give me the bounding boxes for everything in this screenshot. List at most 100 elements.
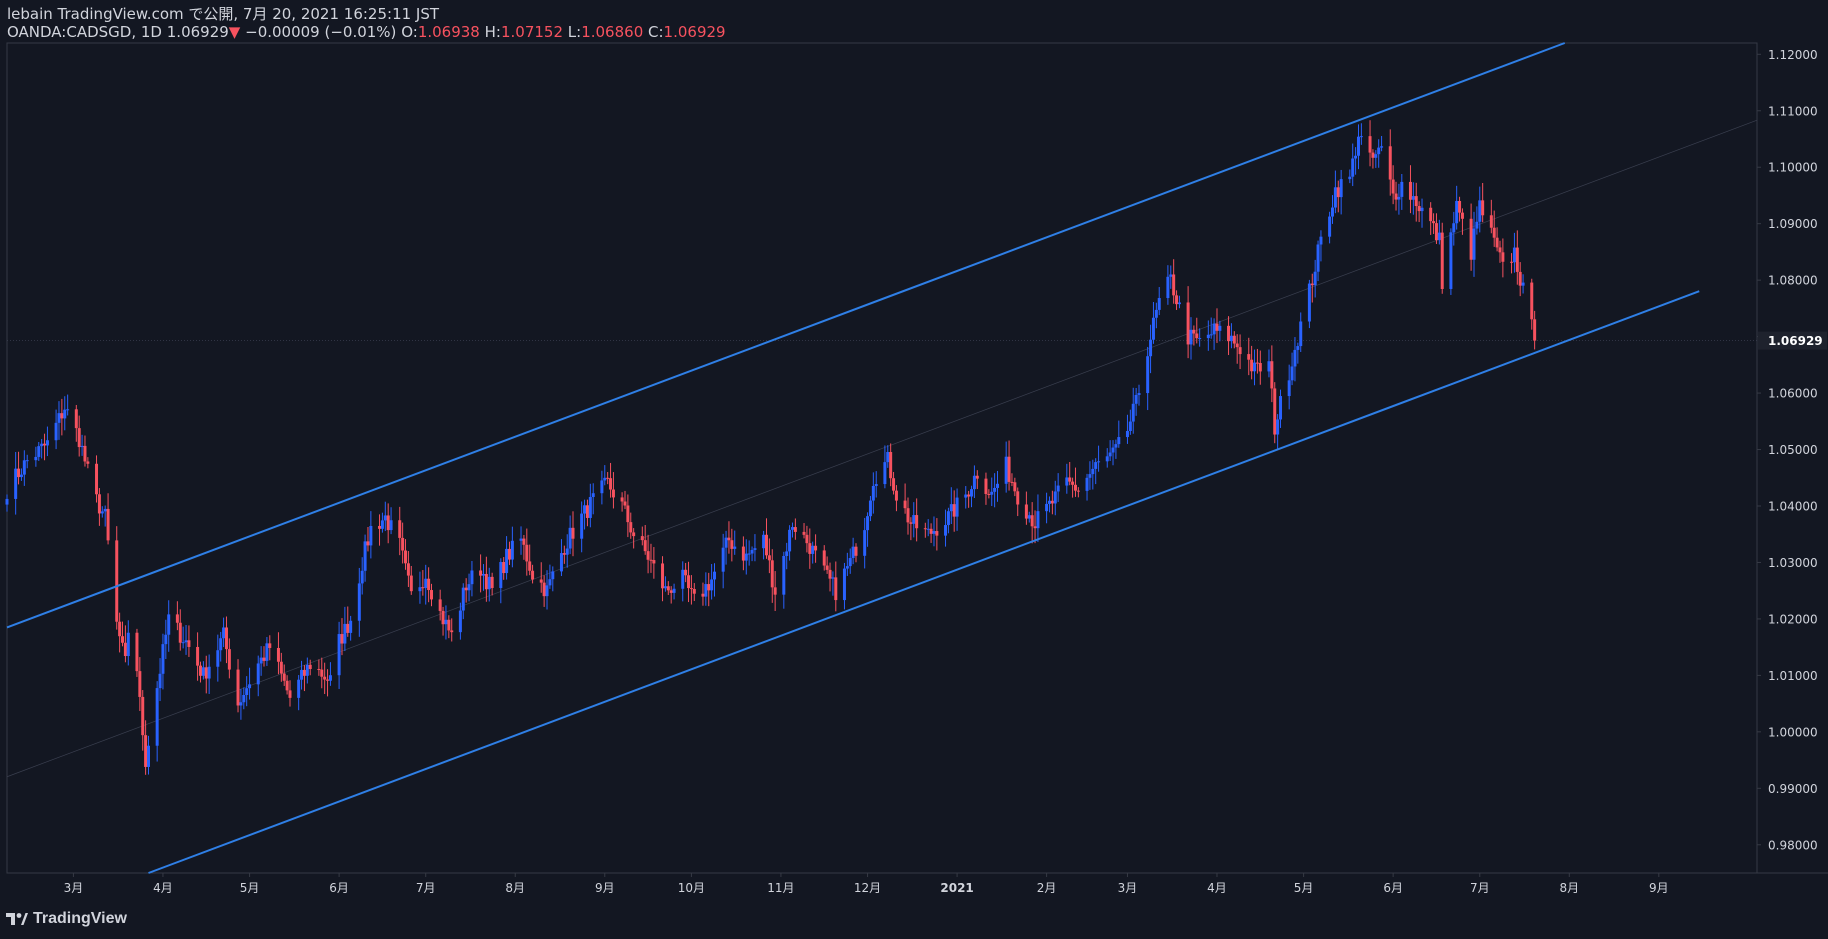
candle-body xyxy=(1512,247,1516,263)
candle-body xyxy=(438,599,442,611)
candle-body xyxy=(1400,181,1404,197)
candle-body xyxy=(1114,444,1118,448)
candle-body xyxy=(201,667,205,676)
candle-body xyxy=(672,588,676,593)
price-tick-label: 1.00000 xyxy=(1768,725,1818,739)
candle-body xyxy=(531,570,535,580)
candle-body xyxy=(1117,437,1121,445)
price-axis[interactable]: 1.120001.110001.100001.090001.080001.070… xyxy=(1757,48,1827,852)
candle-body xyxy=(1108,452,1112,457)
candle-body xyxy=(770,560,774,588)
candle-body xyxy=(285,680,289,691)
candle-body xyxy=(340,634,344,644)
candle-body xyxy=(389,520,393,531)
parallel-channel[interactable] xyxy=(6,42,1700,874)
candle-body xyxy=(1175,295,1179,305)
candle-body xyxy=(1218,325,1222,331)
open-value: 1.06938 xyxy=(417,23,480,41)
candle-body xyxy=(161,644,165,674)
candle-body xyxy=(135,632,139,672)
plot-frame xyxy=(6,42,1758,874)
candle-body xyxy=(1414,196,1418,207)
candle-body xyxy=(219,638,223,651)
candle-body xyxy=(424,578,428,588)
price-tick-label: 1.09000 xyxy=(1768,217,1818,231)
candle-body xyxy=(360,570,364,584)
candle-body xyxy=(1368,136,1372,153)
candle-body xyxy=(115,540,119,622)
candle-body xyxy=(276,647,280,662)
candle-body xyxy=(1354,155,1358,159)
candle-body xyxy=(1501,252,1505,262)
candle-body xyxy=(848,558,852,567)
candle-body xyxy=(268,643,272,648)
candle-body xyxy=(106,508,110,541)
candle-body xyxy=(661,563,665,589)
candle-body xyxy=(398,520,402,538)
candle-body xyxy=(1177,302,1181,305)
candle-body xyxy=(753,548,757,550)
candle-body xyxy=(259,657,263,664)
price-tick-label: 1.08000 xyxy=(1768,274,1818,288)
candle-body xyxy=(626,505,630,523)
candle-body xyxy=(1255,362,1259,364)
price-tick-label: 1.03000 xyxy=(1768,556,1818,570)
candle-body xyxy=(444,619,448,625)
candle-body xyxy=(447,619,451,631)
candle-body xyxy=(421,587,425,589)
candle-body xyxy=(1333,187,1337,208)
candle-body xyxy=(842,568,846,601)
candle-body xyxy=(724,537,728,548)
candle-body xyxy=(470,570,474,585)
candle-body xyxy=(1348,176,1352,180)
candle-body xyxy=(889,452,893,479)
candle-body xyxy=(1004,456,1008,484)
candle-body xyxy=(845,566,849,569)
candle-body xyxy=(450,630,454,633)
candle-body xyxy=(1157,298,1161,310)
candle-body xyxy=(164,634,168,645)
candle-body xyxy=(1010,481,1014,483)
candle-body xyxy=(369,525,373,546)
price-chart[interactable]: 1.120001.110001.100001.090001.080001.070… xyxy=(0,0,1828,905)
candle-body xyxy=(548,579,552,586)
candle-body xyxy=(204,667,208,679)
candle-body xyxy=(1128,421,1132,431)
candle-body xyxy=(1440,232,1444,289)
ohlc-legend: OANDA:CADSGD, 1D 1.06929▼ −0.00009 (−0.0… xyxy=(7,22,726,42)
candle-body xyxy=(987,494,991,496)
candle-body xyxy=(704,584,708,597)
low-label: L: xyxy=(567,23,582,41)
price-tick-label: 1.11000 xyxy=(1768,104,1818,118)
candle-body xyxy=(224,627,228,650)
time-tick-label: 3月 xyxy=(64,881,84,895)
candle-body xyxy=(1151,317,1155,340)
candle-body xyxy=(793,527,797,532)
last-price-badge xyxy=(1758,331,1827,350)
candle-body xyxy=(681,569,685,589)
candle-body xyxy=(949,504,953,512)
candle-body xyxy=(764,534,768,556)
candle-body xyxy=(519,538,523,541)
time-axis[interactable]: 3月 4月 5月 6月 7月 8月 9月 10月 11月 12月 2021 2月 3月 4月 5月 6月 7月 8… xyxy=(64,873,1669,895)
candle-body xyxy=(1492,227,1496,238)
candle-body xyxy=(1036,511,1040,529)
candle-body xyxy=(126,632,130,657)
candle-body xyxy=(1388,146,1392,180)
time-tick-label: 4月 xyxy=(1207,881,1227,895)
candle-body xyxy=(955,497,959,517)
candle-body xyxy=(5,498,9,505)
candle-body xyxy=(121,636,125,643)
candle-body xyxy=(1434,223,1438,241)
candle-body xyxy=(499,562,503,588)
candle-body xyxy=(178,622,182,643)
candle-body xyxy=(692,588,696,594)
price-tick-label: 0.99000 xyxy=(1768,782,1818,796)
time-tick-label: 11月 xyxy=(767,881,794,895)
candle-body xyxy=(43,443,47,446)
candle-body xyxy=(328,675,332,681)
candle-body xyxy=(1432,221,1436,224)
candle-body xyxy=(337,634,341,676)
tradingview-logo[interactable]: TradingView xyxy=(6,908,127,930)
candle-body xyxy=(854,546,858,556)
